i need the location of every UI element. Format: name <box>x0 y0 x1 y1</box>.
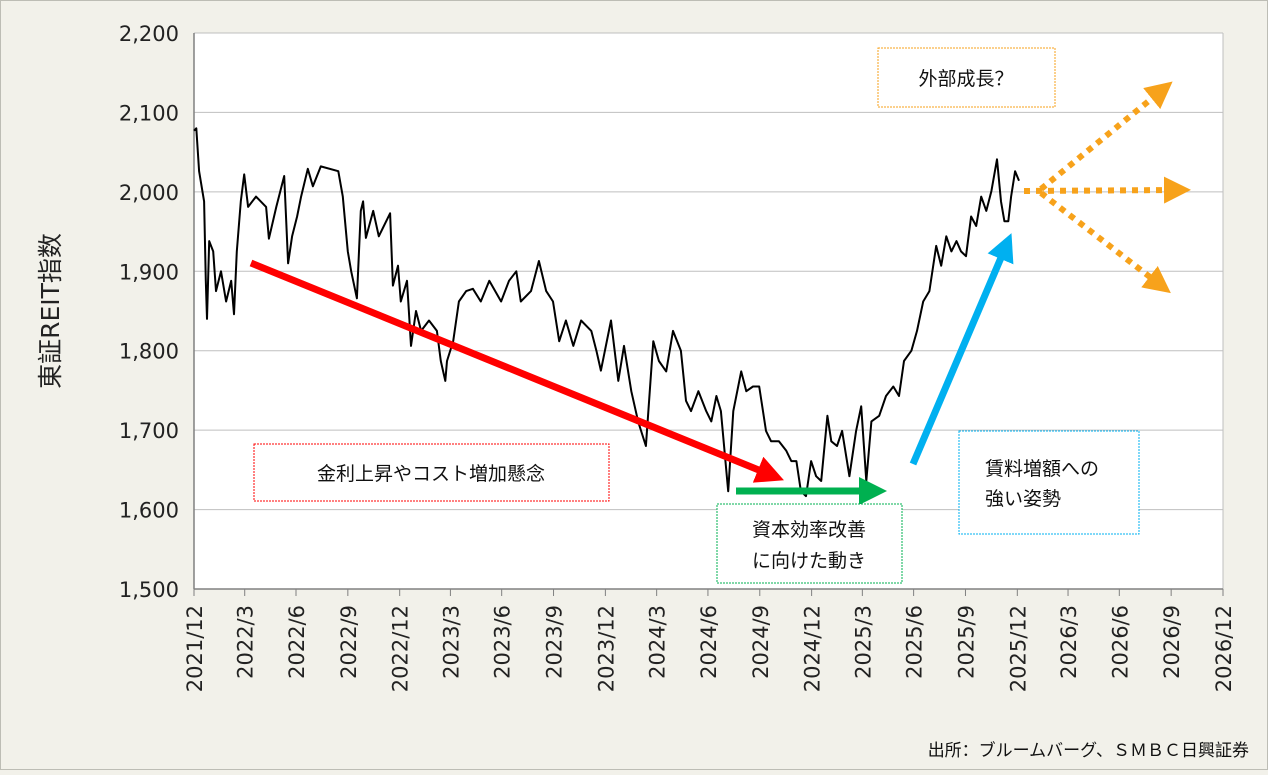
x-tick-label: 2026/9 <box>1160 605 1184 679</box>
annotation-rent-increase: 賃料増額への 強い姿勢 <box>958 430 1140 535</box>
source-note: 出所：ブルームバーグ、ＳＭＢＣ日興証券 <box>928 740 1249 761</box>
x-tick-label: 2024/12 <box>801 605 825 692</box>
annotation-rate-concern-text: 金利上昇やコスト増加懸念 <box>317 462 545 485</box>
x-tick-label: 2022/3 <box>234 605 258 679</box>
x-tick-label: 2023/6 <box>491 605 515 679</box>
orange-flat-arrow <box>1023 176 1191 204</box>
x-tick-labels: 2021/12 2022/3 2022/6 2022/9 2022/12 2023/3 20… <box>183 589 1236 692</box>
y-tick-label: 2,100 <box>119 101 179 125</box>
x-tick-label: 2022/9 <box>337 605 361 679</box>
y-tick-label: 2,200 <box>119 22 179 46</box>
x-tick-label: 2026/12 <box>1212 605 1236 692</box>
x-tick-label: 2026/3 <box>1057 605 1081 679</box>
orange-up-arrow <box>1039 81 1173 192</box>
x-tick-label: 2026/6 <box>1108 605 1132 679</box>
annotation-capital-efficiency: 資本効率改善 に向けた動き <box>716 503 903 584</box>
annotation-rent-increase-line1: 賃料増額への <box>985 458 1099 480</box>
x-tick-label: 2023/3 <box>439 605 463 679</box>
x-tick-label: 2025/6 <box>903 605 927 679</box>
red-downtrend-arrow <box>249 259 784 483</box>
annotation-capital-efficiency-line2: に向けた動き <box>752 550 866 572</box>
y-tick-label: 2,000 <box>119 181 179 205</box>
x-tick-label: 2023/9 <box>543 605 567 679</box>
x-tick-label: 2022/6 <box>285 605 309 679</box>
annotation-external-growth: 外部成長？ <box>877 47 1056 108</box>
annotation-rate-concern: 金利上昇やコスト増加懸念 <box>253 443 610 502</box>
x-tick-label: 2023/12 <box>594 605 618 692</box>
y-tick-label: 1,600 <box>119 499 179 523</box>
gridlines <box>194 32 1223 511</box>
y-tick-label: 1,500 <box>119 578 179 602</box>
y-axis-title: 東証REIT指数 <box>36 233 65 389</box>
x-tick-label: 2024/3 <box>646 605 670 679</box>
x-tick-label: 2024/6 <box>697 605 721 679</box>
x-tick-label: 2025/12 <box>1006 605 1030 692</box>
orange-down-arrow <box>1039 190 1171 294</box>
x-tick-label: 2025/9 <box>954 605 978 679</box>
y-tick-label: 1,900 <box>119 260 179 284</box>
y-tick-label: 1,800 <box>119 340 179 364</box>
x-tick-label: 2024/9 <box>749 605 773 679</box>
annotation-capital-efficiency-line1: 資本効率改善 <box>752 519 866 541</box>
y-tick-labels: 1,500 1,600 1,700 1,800 1,900 2,000 2,100 2,200 <box>119 22 179 602</box>
x-tick-label: 2025/3 <box>851 605 875 679</box>
annotation-external-growth-text: 外部成長？ <box>918 68 1013 90</box>
x-tick-label: 2022/12 <box>389 605 413 692</box>
x-tick-label: 2021/12 <box>183 605 207 692</box>
series-line <box>193 127 1020 498</box>
y-tick-label: 1,700 <box>119 419 179 443</box>
annotation-rent-increase-line2: 強い姿勢 <box>985 488 1061 510</box>
blue-uptrend-arrow <box>909 233 1014 466</box>
